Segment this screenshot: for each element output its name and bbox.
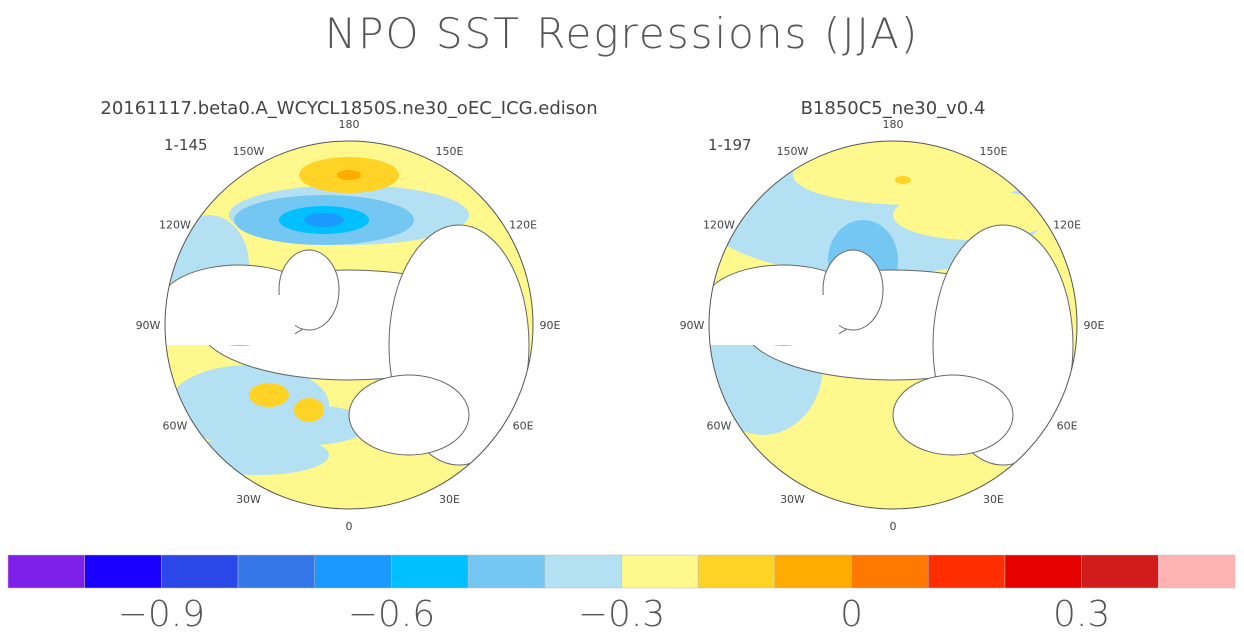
lon-label: 90W: [136, 319, 161, 332]
lon-label: 120E: [509, 219, 537, 232]
contour-region: [304, 213, 344, 227]
colorbar-swatch: [851, 554, 929, 589]
land: [892, 374, 1014, 456]
colorbar: −0.9−0.6−0.300.30.60.9: [7, 554, 1236, 635]
colorbar-swatch: [621, 554, 699, 589]
figure-title: NPO SST Regressions (JJA): [325, 9, 920, 58]
lon-label: 30E: [983, 493, 1004, 506]
contour-region: [337, 170, 361, 180]
contour-region: [294, 398, 324, 422]
colorbar-swatch: [391, 554, 469, 589]
contour-region: [893, 190, 1053, 240]
lon-label: 120W: [703, 219, 735, 232]
lon-label: 180: [883, 118, 904, 131]
map-boundary: [708, 140, 1078, 510]
map-boundary: [164, 140, 534, 510]
lon-label: 30W: [780, 493, 805, 506]
colorbar-swatch: [7, 554, 85, 589]
lon-label: 90E: [1084, 319, 1105, 332]
colorbar-label: −0.9: [118, 594, 205, 635]
panel-title: B1850C5_ne30_v0.4: [801, 98, 986, 119]
lon-label: 60W: [162, 420, 187, 433]
colorbar-label: −0.3: [578, 594, 665, 635]
lon-label: 60E: [1057, 420, 1078, 433]
colorbar-swatch: [1004, 554, 1082, 589]
lon-label: 30E: [439, 493, 460, 506]
colorbar-label: −0.6: [348, 594, 435, 635]
colorbar-swatch: [697, 554, 776, 589]
lon-label: 30W: [236, 493, 261, 506]
lon-label: 60E: [513, 420, 534, 433]
sst-field: [709, 141, 1077, 509]
lon-label: 0: [890, 520, 897, 533]
lon-label: 120E: [1053, 219, 1081, 232]
colorbar-label: 0.3: [1053, 594, 1110, 635]
contour-region: [895, 176, 911, 184]
map-panel-1: 20161117.beta0.A_WCYCL1850S.ne30_oEC_ICG…: [100, 98, 597, 533]
colorbar-swatch: [774, 554, 852, 589]
lon-label: 150E: [436, 145, 464, 158]
colorbar-swatch: [237, 554, 315, 589]
lon-label: 180: [339, 118, 360, 131]
contour-region: [249, 405, 369, 445]
lon-label: 0: [346, 520, 353, 533]
colorbar-swatch: [467, 554, 546, 589]
sst-field: [165, 141, 533, 509]
colorbar-swatch: [314, 554, 392, 589]
land: [348, 374, 470, 456]
colorbar-swatch: [928, 554, 1006, 589]
colorbar-swatch: [1158, 554, 1236, 589]
panel-years: 1-145: [164, 136, 208, 154]
colorbar-swatch: [1081, 554, 1159, 589]
lon-label: 150E: [980, 145, 1008, 158]
lon-label: 150W: [233, 145, 265, 158]
colorbar-label: 0: [840, 594, 863, 635]
lon-label: 60W: [706, 420, 731, 433]
lon-label: 90E: [540, 319, 561, 332]
panel-years: 1-197: [708, 136, 752, 154]
panel-title: 20161117.beta0.A_WCYCL1850S.ne30_oEC_ICG…: [100, 98, 597, 119]
contour-region: [249, 383, 289, 407]
colorbar-swatch: [544, 554, 622, 589]
colorbar-swatch: [84, 554, 162, 589]
colorbar-swatch: [161, 554, 239, 589]
map-panel-2: B1850C5_ne30_v0.4 1-197 180 150E 120E 90E 60E 3…: [680, 98, 1105, 533]
lon-label: 120W: [159, 219, 191, 232]
contour-region: [189, 435, 329, 475]
lon-label: 150W: [777, 145, 809, 158]
lon-label: 90W: [680, 319, 705, 332]
